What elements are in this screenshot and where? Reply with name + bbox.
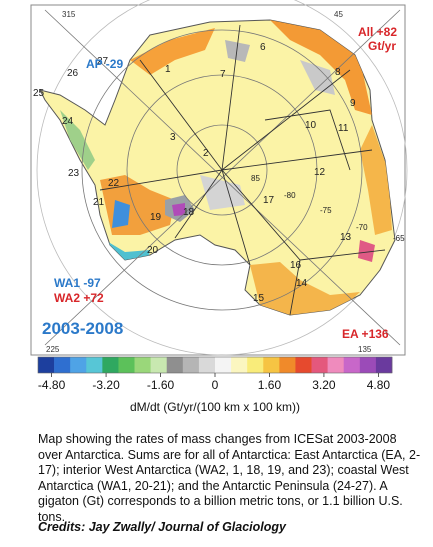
gain-patch <box>358 240 375 262</box>
meridian <box>44 9 401 346</box>
basin-label: 8 <box>335 67 341 78</box>
basin-label: 85 <box>251 174 260 183</box>
basin-label: 20 <box>147 245 159 256</box>
latitude-circle <box>176 124 268 216</box>
longitude-label: 135 <box>358 345 372 354</box>
colorbar-tick-label: 4.80 <box>367 378 391 392</box>
basin-label: 2 <box>203 148 209 159</box>
basin-label: 21 <box>93 197 105 208</box>
gain-patch <box>250 262 360 315</box>
colorbar-cell <box>150 357 168 373</box>
basin-label: 1 <box>165 64 171 75</box>
gain-patch <box>360 125 392 235</box>
colorbar-cell <box>166 357 184 373</box>
basin-label: 17 <box>263 195 275 206</box>
colorbar-cell <box>375 357 393 373</box>
colorbar-cell <box>118 357 135 373</box>
colorbar-cell <box>343 357 361 373</box>
latitude-circle <box>36 0 408 356</box>
latitude-circle <box>126 74 318 266</box>
basin-label: 18 <box>183 207 195 218</box>
basin-label: 7 <box>220 69 226 80</box>
colorbar-tick-label: -4.80 <box>38 378 66 392</box>
sum-label: EA +136 <box>342 327 389 341</box>
basin-label: 24 <box>62 116 74 127</box>
basin-label: 9 <box>350 98 356 109</box>
basin-label: 26 <box>67 68 79 79</box>
sum-label: WA2 +72 <box>54 291 104 305</box>
colorbar-cell <box>327 357 345 373</box>
colorbar-label: dM/dt (Gt/yr/(100 km x 100 km)) <box>130 400 300 414</box>
period-label: 2003-2008 <box>42 319 123 338</box>
colorbar-tick-label: 1.60 <box>258 378 282 392</box>
basin-label: 19 <box>150 212 162 223</box>
antarctica <box>39 19 396 316</box>
longitude-label: 45 <box>334 10 343 19</box>
credits: Credits: Jay Zwally/ Journal of Glaciolo… <box>38 520 286 534</box>
basin-label: 12 <box>314 167 326 178</box>
colorbar-tick-label: -3.20 <box>92 378 120 392</box>
colorbar-cell <box>231 357 248 373</box>
map-figure: 315 45 225 135 26 27 25 24 1 7 6 8 9 10 … <box>30 0 408 414</box>
colorbar-cell <box>198 357 216 373</box>
sum-label: Gt/yr <box>368 39 396 53</box>
basin-label: 25 <box>33 88 45 99</box>
loss-patch <box>300 60 335 95</box>
colorbar-tick-label: -1.60 <box>147 378 175 392</box>
colorbar-cell <box>54 357 71 373</box>
basin-label: 13 <box>340 232 352 243</box>
longitude-label: 315 <box>62 10 76 19</box>
basin-label: -65 <box>393 234 405 243</box>
colorbar-cell <box>182 357 200 373</box>
colorbar-cell <box>102 357 119 373</box>
colorbar-cell <box>134 357 151 373</box>
gain-patch <box>270 20 372 115</box>
basin-label: -80 <box>284 191 296 200</box>
basin-label: 27 <box>97 56 109 67</box>
graticule <box>44 9 401 346</box>
basin-label: 22 <box>108 178 120 189</box>
colorbar-cell <box>247 357 264 373</box>
colorbar-cell <box>263 357 280 373</box>
loss-patch <box>112 200 130 228</box>
colorbar-tick-label: 3.20 <box>312 378 336 392</box>
colorbar-cell <box>295 357 312 373</box>
colorbar-cell <box>86 357 103 373</box>
basin-label: 10 <box>305 120 317 131</box>
colorbar-cell <box>359 357 377 373</box>
colorbar-cell <box>38 357 55 373</box>
basin-label: 14 <box>296 278 308 289</box>
colorbar: -4.80 -3.20 -1.60 0 1.60 3.20 4.80 <box>37 356 393 392</box>
basin-label: 3 <box>170 132 176 143</box>
colorbar-cell <box>215 357 232 373</box>
basin-label: 16 <box>290 260 302 271</box>
loss-patch <box>60 110 95 170</box>
sum-label: AP -29 <box>86 57 123 71</box>
sum-label: All +82 <box>358 25 397 39</box>
colorbar-cell <box>70 357 87 373</box>
longitude-label: 225 <box>46 345 60 354</box>
colorbar-cell <box>279 357 296 373</box>
gain-patch <box>172 203 185 216</box>
latitude-circle <box>81 29 363 311</box>
colorbar-cell <box>311 357 328 373</box>
basin-label: 15 <box>253 293 265 304</box>
loss-patch <box>225 40 250 62</box>
basin-label: -75 <box>320 206 332 215</box>
basin-label: 23 <box>68 168 80 179</box>
gain-patch <box>130 28 215 75</box>
basin-label: 11 <box>338 123 349 134</box>
basin-label: 6 <box>260 42 266 53</box>
sum-label: WA1 -97 <box>54 276 101 290</box>
colorbar-tick-label: 0 <box>212 378 219 392</box>
basin-label: -70 <box>356 223 368 232</box>
caption: Map showing the rates of mass changes fr… <box>38 432 421 524</box>
basin-boundaries <box>99 24 386 315</box>
